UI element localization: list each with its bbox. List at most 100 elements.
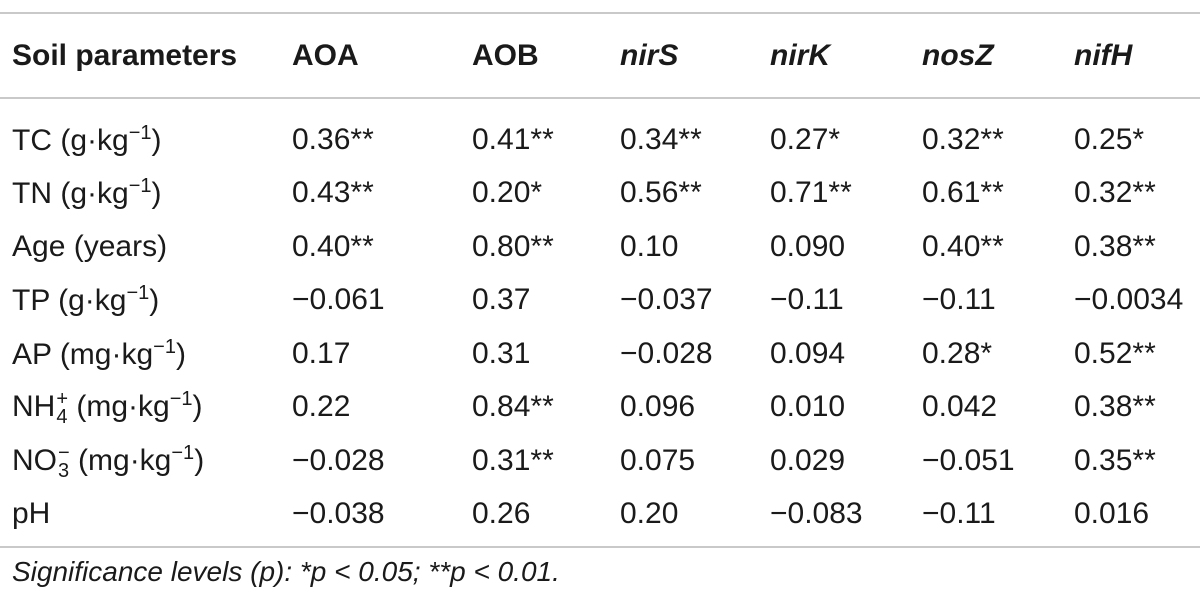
parameter-unit: (mg·kg [69, 443, 172, 477]
table-cell: 0.26 [472, 497, 531, 531]
table-cell: 0.31 [472, 336, 531, 370]
table-row: TP (g·kg−1) −0.061 0.37 −0.037 −0.11 −0.11 −0.… [0, 274, 1200, 328]
table-top-rule [0, 12, 1200, 14]
table-cell: 0.71** [770, 176, 852, 210]
unit-exponent: −1 [128, 175, 152, 198]
table-cell: 0.094 [770, 336, 846, 370]
header-row: Soil parameters AOA AOB nirS nirK nosZ n… [0, 14, 1200, 97]
row-parameter-label: AP (mg·kg−1) [0, 327, 292, 381]
table-cell: −0.061 [292, 283, 385, 317]
unit-exponent: −1 [153, 335, 176, 358]
table-cell: 0.016 [1074, 497, 1150, 531]
header-nirs: nirS [620, 38, 679, 72]
parameter-name: Age (years) [12, 229, 168, 263]
unit-exponent: −1 [126, 282, 150, 305]
table-cell: −0.028 [620, 336, 713, 370]
table-cell: 0.010 [770, 390, 846, 424]
ion-charge-index: −3 [58, 441, 70, 481]
table-cell: 0.40** [922, 229, 1004, 263]
table-cell: −0.11 [770, 283, 844, 317]
parameter-name: pH [12, 497, 51, 531]
table-cell: 0.61** [922, 176, 1004, 210]
header-aob: AOB [472, 38, 539, 72]
row-parameter-label: TN (g·kg−1) [0, 167, 292, 221]
row-parameter-label: NH +4 (mg·kg−1) [0, 381, 292, 435]
parameter-closing: ) [194, 443, 205, 477]
table-row: Age (years) 0.40** 0.80** 0.10 0.090 0.40** 0.… [0, 220, 1200, 274]
row-parameter-label: TC (g·kg−1) [0, 97, 292, 167]
table-cell: 0.075 [620, 443, 696, 477]
parameter-name: TC (g·kg [12, 123, 129, 157]
table-body: TC (g·kg−1) 0.36** 0.41** 0.34** 0.27* 0.32**… [0, 97, 1200, 541]
table-cell: 0.31** [472, 443, 554, 477]
table-cell: 0.27* [770, 122, 841, 156]
table-cell: 0.32** [1074, 176, 1156, 210]
table-cell: 0.096 [620, 390, 696, 424]
table-cell: 0.32** [922, 122, 1004, 156]
table-row: AP (mg·kg−1) 0.17 0.31 −0.028 0.094 0.28* 0.52… [0, 327, 1200, 381]
footnote: Significance levels (p): *p < 0.05; **p … [12, 556, 560, 587]
table-cell: 0.20 [620, 497, 679, 531]
table-cell: 0.38** [1074, 390, 1156, 424]
header-soil-parameters: Soil parameters [12, 38, 238, 72]
parameter-name: AP (mg·kg [12, 337, 154, 371]
table-cell: −0.028 [292, 443, 385, 477]
parameter-name: NH [12, 390, 56, 424]
table-cell: −0.037 [620, 283, 713, 317]
parameter-unit: (mg·kg [68, 390, 170, 424]
unit-exponent: −1 [128, 121, 152, 144]
table-cell: 0.43** [292, 176, 374, 210]
ion-charge-index: +4 [56, 388, 69, 429]
table-bottom-rule [0, 546, 1200, 548]
parameter-name: TP (g·kg [12, 284, 127, 318]
table-cell: 0.10 [620, 229, 679, 263]
unit-exponent: −1 [171, 441, 195, 464]
table-cell: 0.40** [292, 229, 374, 263]
parameter-closing: ) [151, 177, 162, 211]
parameter-name: NO [12, 443, 57, 477]
table-cell: 0.80** [472, 229, 554, 263]
table-cell: 0.17 [292, 336, 351, 370]
table-cell: 0.35** [1074, 443, 1156, 477]
table-cell: 0.28* [922, 336, 993, 370]
header-nosz: nosZ [922, 38, 994, 72]
table-cell: 0.22 [292, 390, 351, 424]
ion-count: 4 [56, 406, 68, 429]
row-parameter-label: Age (years) [0, 220, 292, 274]
table-cell: 0.34** [620, 122, 702, 156]
table-cell: 0.56** [620, 176, 702, 210]
parameter-closing: ) [175, 337, 186, 371]
table-header-rule [0, 97, 1200, 99]
row-parameter-label: NO −3 (mg·kg−1) [0, 434, 292, 488]
table-row: NO −3 (mg·kg−1) −0.028 0.31** 0.075 0.029 −0.0… [0, 434, 1200, 488]
table-cell: 0.36** [292, 122, 374, 156]
row-parameter-label: pH [0, 488, 292, 542]
table-cell: 0.41** [472, 122, 554, 156]
header-nifh: nifH [1074, 38, 1133, 72]
table-cell: −0.0034 [1074, 283, 1184, 317]
table-row: NH +4 (mg·kg−1) 0.22 0.84** 0.096 0.010 0.042 0… [0, 381, 1200, 435]
table-cell: −0.038 [292, 497, 385, 531]
table-cell: −0.11 [922, 283, 996, 317]
table-row: pH −0.038 0.26 0.20 −0.083 −0.11 0.016 [0, 488, 1200, 542]
parameter-closing: ) [192, 390, 203, 424]
unit-exponent: −1 [169, 388, 193, 411]
table-cell: 0.84** [472, 390, 554, 424]
table-row: TC (g·kg−1) 0.36** 0.41** 0.34** 0.27* 0.32**… [0, 97, 1200, 167]
table-cell: −0.11 [922, 497, 996, 531]
table-cell: −0.083 [770, 497, 863, 531]
header-nirk: nirK [770, 38, 830, 72]
table-cell: 0.38** [1074, 229, 1156, 263]
table-cell: −0.051 [922, 443, 1015, 477]
table-cell: 0.20* [472, 176, 543, 210]
row-parameter-label: TP (g·kg−1) [0, 274, 292, 328]
table-cell: 0.090 [770, 229, 846, 263]
parameter-closing: ) [149, 284, 160, 318]
ion-charge: + [56, 388, 69, 411]
table-row: TN (g·kg−1) 0.43** 0.20* 0.56** 0.71** 0.61**… [0, 167, 1200, 221]
correlation-table: Soil parameters AOA AOB nirS nirK nosZ n… [0, 14, 1200, 541]
table-cell: 0.042 [922, 390, 998, 424]
table-cell: 0.52** [1074, 336, 1156, 370]
table-cell: 0.25* [1074, 122, 1145, 156]
ion-charge: − [58, 441, 70, 464]
